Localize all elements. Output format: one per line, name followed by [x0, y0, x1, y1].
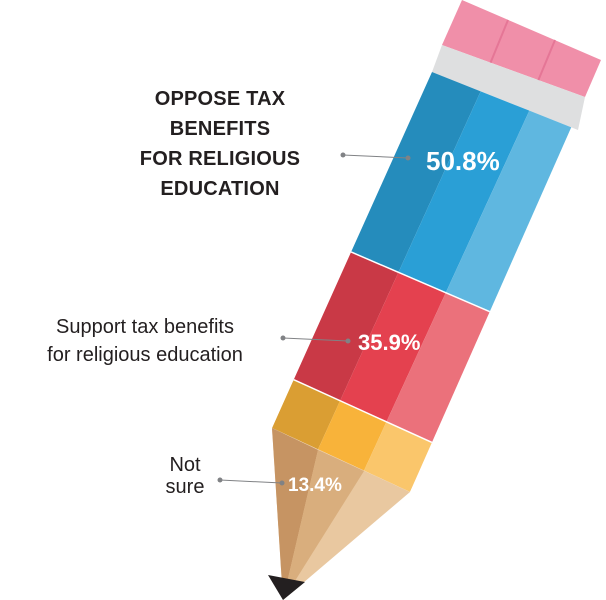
label-oppose-line-1: OPPOSE TAX — [154, 88, 286, 110]
pencil-body — [272, 72, 578, 492]
pencil-graphite — [268, 575, 305, 600]
value-label-oppose: 50.8% — [426, 146, 500, 176]
connector-support — [282, 337, 349, 342]
label-oppose-line-3: FOR RELIGIOUS — [139, 148, 301, 170]
bar-segment-oppose-stripe-1 — [350, 72, 481, 274]
pencil-eraser — [442, 0, 601, 97]
label-support-line-1: Support tax benefits — [56, 316, 234, 338]
label-not-sure-line-1: Not — [169, 454, 201, 476]
value-label-support: 35.9% — [358, 330, 421, 355]
connector-not-sure — [219, 479, 283, 484]
bar-segment-oppose-stripe-2 — [398, 91, 530, 294]
label-not-sure: Not sure — [150, 454, 220, 498]
connector-support-dot — [280, 335, 286, 341]
connector-support-dot — [345, 338, 351, 344]
bar-segment-oppose-stripe-3 — [445, 110, 578, 314]
connector-oppose-dot — [405, 155, 411, 161]
bar-segment-support-stripe-2 — [339, 273, 446, 423]
bar-segment-support-stripe-1 — [293, 252, 399, 402]
label-support: Support tax benefits for religious educa… — [15, 313, 275, 369]
bar-segment-not-sure-stripe-3 — [364, 422, 433, 492]
bar-segment-not-sure-stripe-2 — [318, 401, 387, 471]
connector-not-sure-dot — [217, 477, 223, 483]
label-oppose-line-4: EDUCATION — [160, 178, 280, 200]
connector-oppose-dot — [340, 152, 346, 158]
pencil-ferrule — [432, 45, 585, 130]
label-oppose: OPPOSE TAX BENEFITS FOR RELIGIOUS EDUCAT… — [120, 84, 320, 204]
label-not-sure-line-2: sure — [165, 476, 205, 498]
bar-segment-support-stripe-3 — [386, 293, 493, 444]
label-oppose-line-2: BENEFITS — [169, 118, 271, 140]
bar-segment-not-sure-stripe-1 — [272, 380, 340, 450]
connector-not-sure-dot — [279, 480, 285, 486]
pencil-tip — [268, 428, 410, 600]
connector-oppose — [342, 154, 409, 159]
value-label-not-sure: 13.4% — [288, 475, 342, 496]
label-support-line-2: for religious education — [47, 344, 243, 366]
